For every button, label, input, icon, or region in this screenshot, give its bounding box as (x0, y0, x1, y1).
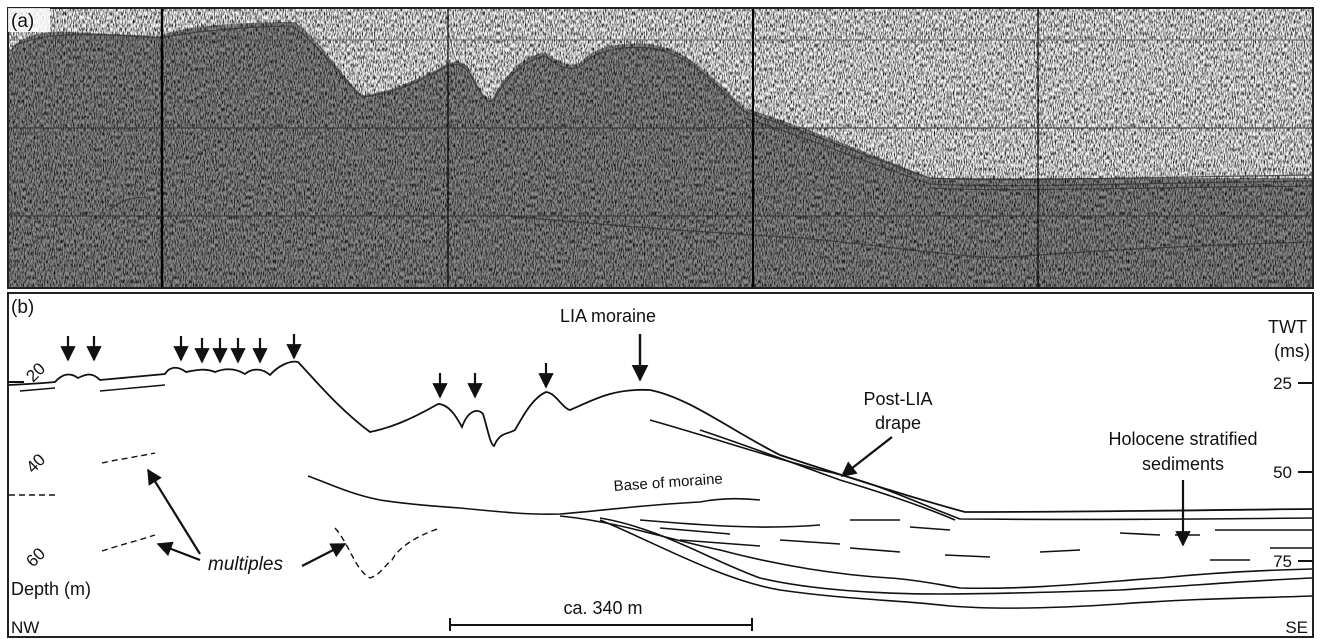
multiples-arrows (147, 468, 347, 567)
scale-bar (449, 618, 753, 631)
post-lia-arrow (840, 436, 893, 477)
multiples-dashed-lines (9, 452, 441, 579)
panel-b: (b) (7, 292, 1314, 638)
seismic-grid (9, 9, 1312, 287)
ridge-crest-arrows (60, 334, 554, 399)
panel-a-label: (a) (11, 11, 34, 32)
depth-axis-title: Depth (m) (11, 579, 91, 599)
base-of-moraine-line (307, 475, 761, 515)
twt-axis-title-line1: TWT (1268, 317, 1307, 337)
twt-axis: TWT (ms) 25 50 75 (1268, 317, 1313, 571)
twt-tick-25: 25 (1273, 374, 1292, 393)
lia-moraine-label: LIA moraine (560, 306, 656, 326)
scale-bar-label: ca. 340 m (563, 598, 642, 618)
holocene-label-line1: Holocene stratified (1108, 429, 1257, 449)
panel-b-frame (7, 292, 1314, 638)
holocene-reflectors (559, 515, 1313, 609)
post-lia-label-line1: Post-LIA (863, 389, 932, 409)
twt-tick-50: 50 (1273, 463, 1292, 482)
post-lia-drape-lines (649, 419, 1313, 521)
seismic-reflectors (11, 25, 1312, 259)
panel-b-label: (b) (11, 297, 34, 318)
panel-a: (a) (7, 7, 1314, 289)
holocene-label-line2: sediments (1142, 454, 1224, 474)
orientation-nw: NW (11, 618, 39, 637)
twt-tick-75: 75 (1273, 552, 1292, 571)
twt-axis-title-line2: (ms) (1274, 341, 1310, 361)
multiples-label: multiples (208, 554, 283, 575)
seismic-noise (9, 9, 1312, 287)
orientation-se: SE (1285, 618, 1308, 637)
post-lia-label-line2: drape (875, 413, 921, 433)
seabed-line (8, 360, 1313, 513)
